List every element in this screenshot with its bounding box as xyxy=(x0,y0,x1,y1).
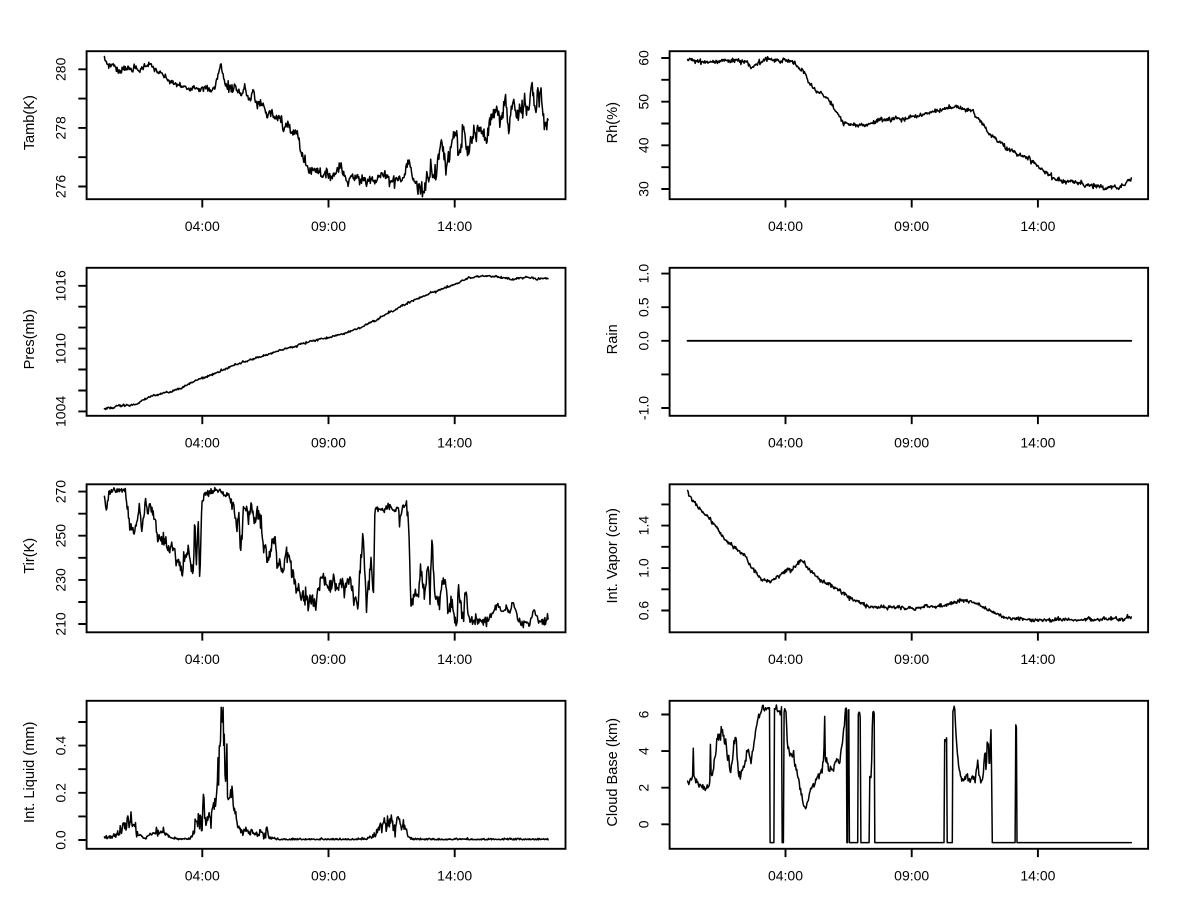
svg-text:09:00: 09:00 xyxy=(894,435,929,451)
svg-text:14:00: 14:00 xyxy=(437,868,472,884)
svg-text:1.0: 1.0 xyxy=(635,264,651,284)
svg-text:276: 276 xyxy=(52,175,68,199)
svg-text:14:00: 14:00 xyxy=(437,218,472,234)
svg-text:280: 280 xyxy=(52,57,68,81)
svg-text:0.2: 0.2 xyxy=(52,783,68,803)
svg-text:Rain: Rain xyxy=(605,324,621,354)
svg-text:0: 0 xyxy=(635,820,651,828)
svg-text:09:00: 09:00 xyxy=(311,218,346,234)
svg-text:40: 40 xyxy=(635,137,651,153)
svg-text:Rh(%): Rh(%) xyxy=(605,102,621,143)
svg-text:04:00: 04:00 xyxy=(768,435,803,451)
svg-text:04:00: 04:00 xyxy=(185,651,220,667)
svg-text:14:00: 14:00 xyxy=(1020,218,1055,234)
svg-text:14:00: 14:00 xyxy=(1020,435,1055,451)
svg-text:09:00: 09:00 xyxy=(311,435,346,451)
svg-text:250: 250 xyxy=(52,524,68,548)
svg-text:0.6: 0.6 xyxy=(635,601,651,621)
svg-text:14:00: 14:00 xyxy=(1020,868,1055,884)
svg-text:30: 30 xyxy=(635,181,651,197)
svg-text:09:00: 09:00 xyxy=(894,868,929,884)
svg-text:09:00: 09:00 xyxy=(311,651,346,667)
svg-text:1016: 1016 xyxy=(52,270,68,301)
svg-text:09:00: 09:00 xyxy=(311,868,346,884)
svg-text:4: 4 xyxy=(635,747,651,755)
svg-text:1010: 1010 xyxy=(52,333,68,364)
svg-text:270: 270 xyxy=(52,480,68,504)
svg-text:1.0: 1.0 xyxy=(635,558,651,578)
svg-text:1.4: 1.4 xyxy=(635,516,651,536)
svg-text:04:00: 04:00 xyxy=(768,651,803,667)
svg-text:0.0: 0.0 xyxy=(52,830,68,850)
svg-text:50: 50 xyxy=(635,94,651,110)
svg-text:0.4: 0.4 xyxy=(52,736,68,756)
svg-text:14:00: 14:00 xyxy=(1020,651,1055,667)
svg-text:60: 60 xyxy=(635,50,651,66)
svg-text:Tir(K): Tir(K) xyxy=(22,538,38,574)
svg-text:1004: 1004 xyxy=(52,396,68,427)
svg-text:Int. Vapor (cm): Int. Vapor (cm) xyxy=(605,508,621,603)
svg-text:0.5: 0.5 xyxy=(635,297,651,317)
svg-text:Pres(mb): Pres(mb) xyxy=(22,309,38,369)
svg-text:04:00: 04:00 xyxy=(185,218,220,234)
svg-text:230: 230 xyxy=(52,568,68,592)
svg-text:6: 6 xyxy=(635,710,651,718)
svg-text:04:00: 04:00 xyxy=(768,218,803,234)
svg-text:210: 210 xyxy=(52,612,68,636)
svg-text:09:00: 09:00 xyxy=(894,651,929,667)
svg-text:278: 278 xyxy=(52,116,68,140)
svg-text:Cloud Base (km): Cloud Base (km) xyxy=(605,718,621,827)
svg-text:0.0: 0.0 xyxy=(635,331,651,351)
svg-text:04:00: 04:00 xyxy=(185,868,220,884)
svg-text:04:00: 04:00 xyxy=(185,435,220,451)
svg-text:-1.0: -1.0 xyxy=(635,396,651,420)
svg-text:2: 2 xyxy=(635,784,651,792)
svg-text:Int. Liquid (mm): Int. Liquid (mm) xyxy=(22,722,38,823)
svg-text:09:00: 09:00 xyxy=(894,218,929,234)
svg-text:04:00: 04:00 xyxy=(768,868,803,884)
svg-text:14:00: 14:00 xyxy=(437,651,472,667)
svg-text:Tamb(K): Tamb(K) xyxy=(22,95,38,150)
svg-text:14:00: 14:00 xyxy=(437,435,472,451)
